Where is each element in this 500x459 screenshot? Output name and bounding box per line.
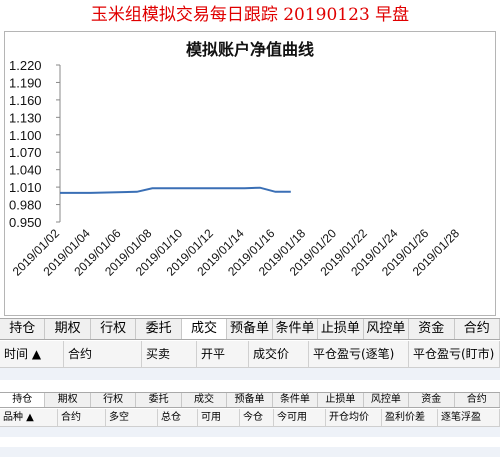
- top-tab-7[interactable]: 条件单: [273, 319, 319, 339]
- bottom-tab-7[interactable]: 条件单: [273, 393, 319, 407]
- y-tick-label: 1.190: [9, 75, 42, 90]
- position-column-header-8[interactable]: 开仓均价: [326, 409, 382, 426]
- position-column-header-7[interactable]: 今可用: [274, 409, 326, 426]
- page-title: 玉米组模拟交易每日跟踪 20190123 早盘: [90, 5, 410, 25]
- y-tick-label: 1.070: [9, 145, 42, 160]
- chart-svg: 1.220 1.190 1.160 1.130 1.100 1.070 1.040 1.010…: [9, 58, 462, 279]
- top-tab-3[interactable]: 行权: [91, 319, 137, 339]
- bottom-tab-3[interactable]: 行权: [91, 393, 137, 407]
- trade-column-header-3[interactable]: 买卖: [142, 341, 197, 367]
- bottom-tab-10[interactable]: 资金: [409, 393, 455, 407]
- position-column-header-5[interactable]: 可用: [198, 409, 240, 426]
- top-tab-1[interactable]: 持仓: [0, 319, 46, 339]
- bottom-tab-11[interactable]: 合约: [455, 393, 500, 407]
- bottom-tab-4[interactable]: 委托: [136, 393, 182, 407]
- y-tick-label: 1.010: [9, 180, 42, 195]
- trade-column-header-2[interactable]: 合约: [64, 341, 142, 367]
- chart-title: 模拟账户净值曲线: [185, 40, 314, 59]
- position-column-header-9[interactable]: 盈利价差: [382, 409, 438, 426]
- position-column-header-2[interactable]: 合约: [58, 409, 106, 426]
- position-column-header-4[interactable]: 总仓: [158, 409, 198, 426]
- equity-chart: 模拟账户净值曲线 1.220 1.190 1.160 1.130 1.100 1.070 1…: [4, 31, 496, 316]
- y-tick-label: 1.100: [9, 128, 42, 143]
- position-column-header-1[interactable]: 品种 ▲: [0, 409, 58, 426]
- bottom-tab-8[interactable]: 止损单: [318, 393, 364, 407]
- bottom-tab-1[interactable]: 持仓: [0, 393, 46, 407]
- bottom-tab-6[interactable]: 预备单: [227, 393, 273, 407]
- bottom-tab-bar: 持仓 期权 行权 委托 成交 预备单 条件单 止损单 风控单 资金 合约: [0, 392, 500, 408]
- top-tab-bar: 持仓 期权 行权 委托 成交 预备单 条件单 止损单 风控单 资金 合约: [0, 318, 500, 340]
- bottom-tab-2[interactable]: 期权: [45, 393, 91, 407]
- trade-column-header-7[interactable]: 平仓盈亏(盯市): [409, 341, 500, 367]
- net-value-line: [60, 186, 291, 194]
- position-column-header-10[interactable]: 逐笔浮盈: [438, 409, 500, 426]
- trade-column-header-4[interactable]: 开平: [197, 341, 249, 367]
- y-tick-label: 1.220: [9, 58, 42, 73]
- top-tab-9[interactable]: 风控单: [364, 319, 410, 339]
- y-tick-label: 1.130: [9, 110, 42, 125]
- top-tab-6[interactable]: 预备单: [227, 319, 273, 339]
- trade-table-body: [0, 368, 500, 392]
- position-table-header: 品种 ▲ 合约 多空 总仓 可用 今仓 今可用 开仓均价 盈利价差 逐笔浮盈: [0, 409, 500, 427]
- bottom-tab-5[interactable]: 成交: [182, 393, 228, 407]
- y-tick-label: 1.160: [9, 93, 42, 108]
- top-tab-2[interactable]: 期权: [45, 319, 91, 339]
- position-table-body: [0, 427, 500, 459]
- bottom-tab-9[interactable]: 风控单: [364, 393, 410, 407]
- trade-column-header-5[interactable]: 成交价: [249, 341, 309, 367]
- top-tab-5[interactable]: 成交: [181, 319, 228, 339]
- top-tab-10[interactable]: 资金: [409, 319, 455, 339]
- top-tab-4[interactable]: 委托: [136, 319, 182, 339]
- y-tick-label: 0.980: [9, 198, 42, 213]
- trade-table-header: 时间 ▲ 合约 买卖 开平 成交价 平仓盈亏(逐笔) 平仓盈亏(盯市): [0, 341, 500, 368]
- top-tab-11[interactable]: 合约: [455, 319, 500, 339]
- trade-column-header-6[interactable]: 平仓盈亏(逐笔): [309, 341, 409, 367]
- y-tick-label: 0.950: [9, 215, 42, 230]
- trade-column-header-1[interactable]: 时间 ▲: [0, 341, 64, 367]
- y-tick-label: 1.040: [9, 163, 42, 178]
- position-column-header-3[interactable]: 多空: [106, 409, 158, 426]
- top-tab-8[interactable]: 止损单: [318, 319, 364, 339]
- position-column-header-6[interactable]: 今仓: [240, 409, 274, 426]
